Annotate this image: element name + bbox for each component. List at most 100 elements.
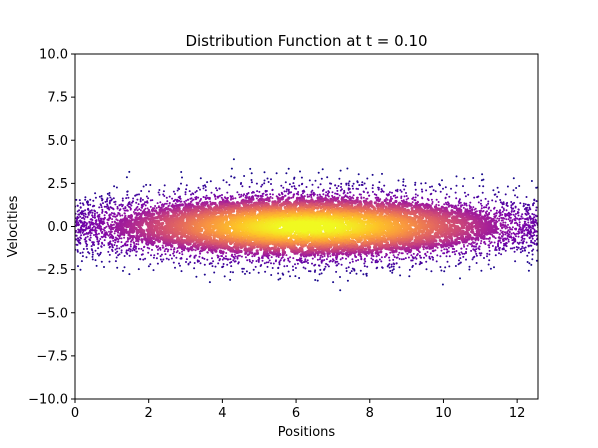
density-point <box>156 202 159 205</box>
density-point <box>85 223 88 226</box>
density-point <box>541 203 543 205</box>
density-point <box>363 182 366 185</box>
density-point <box>256 190 259 193</box>
density-point <box>483 257 485 259</box>
density-point <box>101 230 104 233</box>
density-point <box>283 265 286 268</box>
density-point <box>209 200 212 203</box>
density-point <box>496 195 499 198</box>
density-point <box>489 267 492 270</box>
density-point <box>120 241 123 244</box>
density-point <box>338 177 341 180</box>
density-point <box>132 211 135 213</box>
density-point <box>508 226 511 229</box>
density-point <box>440 269 443 272</box>
density-point <box>98 215 101 218</box>
density-point <box>325 191 328 194</box>
density-point <box>523 208 526 211</box>
density-point <box>144 216 149 220</box>
density-point <box>101 211 104 214</box>
density-point <box>94 210 97 213</box>
density-point <box>249 167 252 170</box>
density-point <box>348 197 352 202</box>
density-point <box>250 181 253 184</box>
density-point <box>477 201 480 204</box>
density-point <box>338 194 341 197</box>
density-point <box>497 191 500 194</box>
density-point <box>123 221 127 225</box>
density-point <box>287 192 290 195</box>
density-point <box>97 232 100 235</box>
density-point <box>203 273 206 276</box>
density-point <box>290 185 293 188</box>
density-point <box>346 192 349 195</box>
density-point <box>425 246 429 250</box>
density-point <box>492 224 496 228</box>
density-point <box>498 211 500 214</box>
density-point <box>114 215 117 218</box>
density-point <box>513 250 516 253</box>
density-point <box>135 247 137 250</box>
density-point <box>509 235 512 238</box>
density-point <box>120 245 123 248</box>
density-point <box>494 200 497 203</box>
density-point <box>535 234 538 237</box>
density-point <box>157 245 160 248</box>
density-point <box>76 239 79 242</box>
density-point <box>100 206 103 209</box>
density-point <box>488 246 491 249</box>
density-point <box>392 262 395 265</box>
density-point <box>132 247 135 250</box>
density-point <box>408 203 412 207</box>
density-point <box>314 263 317 266</box>
density-point <box>77 221 80 224</box>
density-point <box>533 199 536 202</box>
density-point <box>415 257 418 260</box>
density-point <box>472 206 475 209</box>
density-point <box>173 247 176 249</box>
density-point <box>95 226 97 229</box>
density-point <box>409 212 413 216</box>
density-point <box>179 197 182 200</box>
density-point <box>245 197 248 199</box>
density-point <box>135 254 137 257</box>
density-point <box>155 245 158 247</box>
density-point <box>458 259 460 262</box>
density-point <box>147 243 150 245</box>
density-point <box>458 202 461 205</box>
density-point <box>285 190 288 193</box>
density-point <box>377 260 379 263</box>
density-point <box>520 239 523 242</box>
density-point <box>255 249 259 253</box>
density-point <box>529 244 532 247</box>
density-point <box>482 185 485 188</box>
density-point <box>228 183 231 186</box>
density-point <box>312 194 315 197</box>
density-point <box>86 235 89 238</box>
density-point <box>121 197 124 200</box>
density-point <box>176 247 179 250</box>
density-point <box>499 229 502 232</box>
density-point <box>270 183 272 185</box>
density-point <box>119 214 122 217</box>
density-point <box>261 255 264 258</box>
density-point <box>521 217 524 220</box>
density-point <box>532 204 534 207</box>
density-point <box>91 211 94 214</box>
density-point <box>123 212 126 215</box>
density-point <box>125 176 128 179</box>
density-point <box>364 260 367 263</box>
density-point <box>161 221 165 225</box>
density-point <box>321 168 324 171</box>
density-point <box>171 197 174 200</box>
density-point <box>204 185 207 188</box>
density-point <box>91 226 94 229</box>
density-point <box>501 213 504 216</box>
density-point <box>208 197 211 200</box>
density-point <box>263 182 266 185</box>
density-point <box>507 223 509 226</box>
density-point <box>360 257 363 260</box>
density-point <box>410 254 413 257</box>
density-point <box>535 186 538 189</box>
density-point <box>88 238 91 241</box>
